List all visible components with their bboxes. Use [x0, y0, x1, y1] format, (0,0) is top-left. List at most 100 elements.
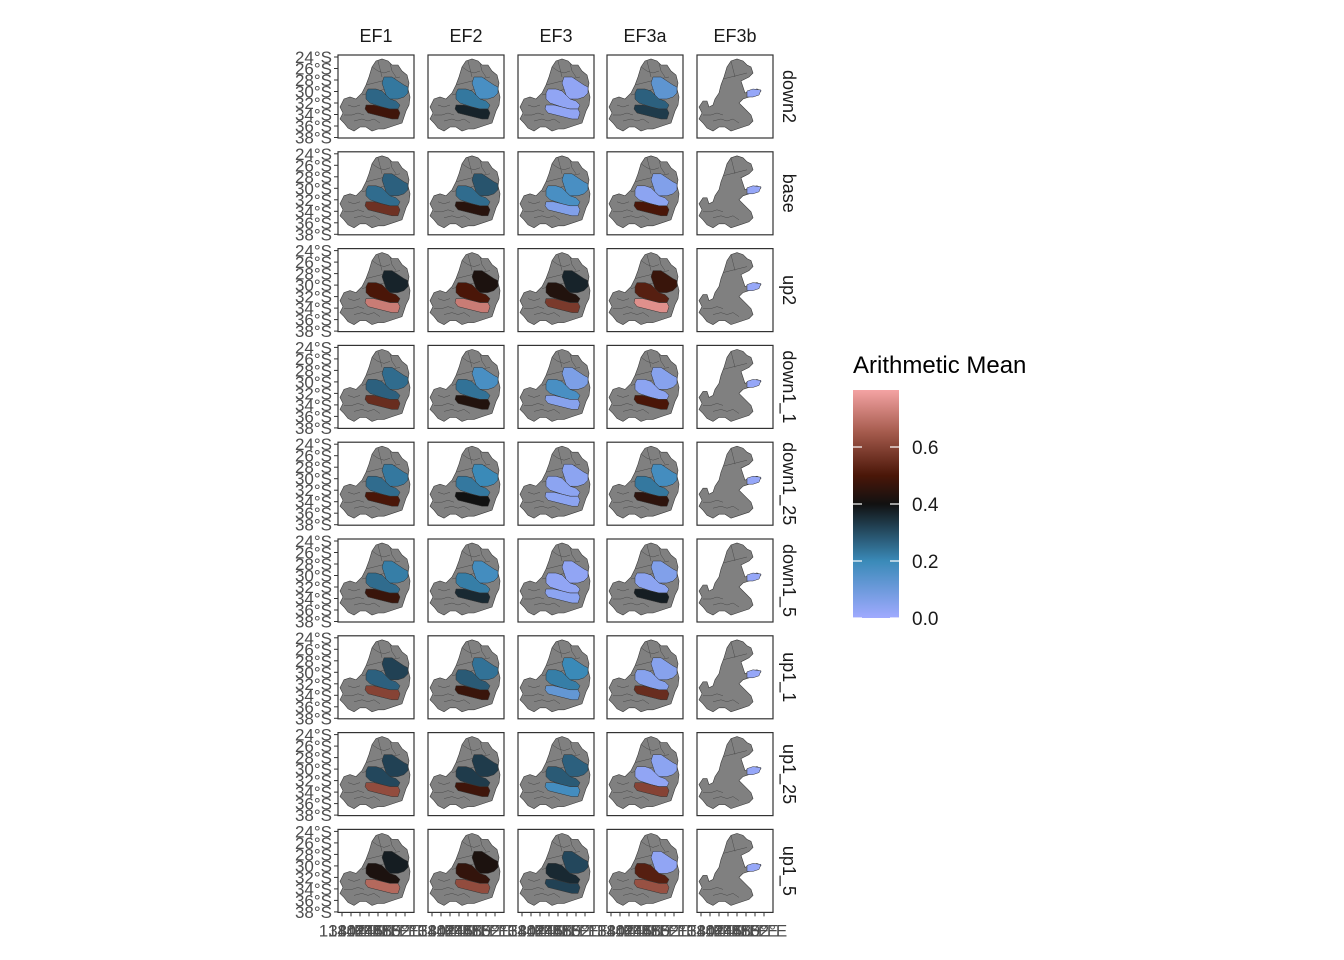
facet-panel: [696, 54, 774, 139]
subcatchment-boundary: [344, 693, 365, 697]
x-tick-label: 148°E: [633, 921, 680, 940]
facet-panel: [517, 635, 595, 720]
subcatchment-boundary: [479, 62, 487, 78]
subcatchment-boundary: [533, 796, 561, 801]
x-tick-label: 148°E: [723, 921, 770, 940]
subcatchment-boundary: [533, 699, 561, 705]
x-tick-label: 138°E: [499, 921, 546, 940]
facet-panel: [517, 248, 595, 333]
subcatchment-boundary: [533, 602, 561, 608]
subcatchment-boundary: [569, 740, 577, 755]
facet-panel: [337, 635, 415, 720]
row-strip-label: up1_25: [778, 744, 799, 804]
row-strip-label: down1_25: [778, 442, 799, 525]
x-tick-label: 146°E: [355, 921, 402, 940]
subcatchment-boundary: [712, 699, 740, 705]
region-south: [364, 201, 401, 217]
subcatchment-boundary: [347, 298, 361, 301]
facet-panel: [606, 441, 684, 526]
subcatchment-boundary: [437, 298, 451, 301]
region-north-east: [471, 851, 499, 874]
subcatchment-boundary: [347, 201, 361, 205]
column-strip-label: EF3b: [713, 26, 756, 46]
y-tick-label: 32°S: [295, 94, 332, 113]
region-north-east: [381, 851, 409, 874]
subcatchment-boundary: [467, 544, 473, 562]
subcatchment-boundary: [437, 588, 451, 592]
y-tick-label: 28°S: [295, 265, 332, 284]
subcatchment-boundary: [347, 588, 361, 592]
subcatchment-boundary: [353, 215, 381, 221]
subcatchment-boundary: [622, 312, 650, 317]
subcatchment-boundary: [389, 643, 397, 658]
subcatchment-boundary: [527, 491, 541, 495]
subcatchment-boundary: [557, 254, 563, 271]
subcatchment-boundary: [389, 353, 397, 368]
region-south: [544, 782, 581, 797]
subcatchment-boundary: [730, 835, 736, 852]
y-tick-label: 36°S: [295, 504, 332, 523]
subcatchment-boundary: [730, 738, 736, 755]
y-tick-label: 32°S: [295, 191, 332, 210]
region-north-east: [381, 367, 409, 390]
legend-title: Arithmetic Mean: [853, 352, 1026, 379]
subcatchment-boundary: [467, 254, 473, 271]
x-tick-label: 150°E: [373, 921, 420, 940]
subcatchment-boundary: [467, 641, 473, 658]
region-north-east: [746, 88, 762, 98]
region-north-east: [650, 76, 678, 100]
region-north-east: [650, 657, 678, 681]
region-south: [544, 104, 581, 120]
subcatchment-boundary: [613, 790, 634, 793]
subcatchment-boundary: [658, 643, 666, 658]
region-south: [364, 588, 401, 604]
subcatchment-boundary: [434, 306, 455, 309]
subcatchment-boundary: [389, 159, 397, 174]
x-tick-label: 138°E: [588, 921, 635, 940]
subcatchment-boundary: [616, 298, 630, 301]
subcatchment-boundary: [703, 693, 724, 697]
y-tick-label: 24°S: [295, 629, 332, 648]
x-tick-label: 144°E: [705, 921, 752, 940]
subcatchment-boundary: [524, 306, 545, 309]
subcatchment-boundary: [377, 351, 383, 368]
subcatchment-boundary: [622, 409, 650, 414]
subcatchment-boundary: [616, 879, 630, 882]
facet-panel: [696, 635, 774, 720]
subcatchment-boundary: [646, 60, 652, 78]
facet-panel: [606, 635, 684, 720]
subcatchment-boundary: [434, 403, 455, 406]
subcatchment-boundary: [479, 837, 487, 852]
y-tick-label: 26°S: [295, 834, 332, 853]
region-south: [364, 782, 401, 797]
subcatchment-boundary: [524, 887, 545, 890]
subcatchment-boundary: [479, 643, 487, 658]
y-tick-label: 36°S: [295, 698, 332, 717]
subcatchment-boundary: [479, 353, 487, 368]
row-strip-label: up1_5: [778, 846, 799, 896]
region-north-east: [471, 270, 499, 293]
subcatchment-boundary: [344, 790, 365, 793]
subcatchment-boundary: [569, 353, 577, 368]
subcatchment-boundary: [434, 790, 455, 793]
subcatchment-boundary: [437, 491, 451, 495]
subcatchment-boundary: [467, 738, 473, 755]
subcatchment-boundary: [703, 596, 724, 600]
region-north-east: [561, 754, 589, 777]
subcatchment-boundary: [524, 693, 545, 697]
x-tick-label: 152°E: [472, 921, 519, 940]
subcatchment-boundary: [730, 448, 736, 465]
facet-panel: [606, 538, 684, 623]
subcatchment-boundary: [524, 112, 545, 116]
y-tick-label: 38°S: [295, 709, 332, 728]
facet-panel: [427, 828, 505, 914]
subcatchment-boundary: [467, 835, 473, 852]
subcatchment-boundary: [344, 887, 365, 890]
subcatchment-boundary: [434, 209, 455, 213]
subcatchment-boundary: [353, 699, 381, 705]
subcatchment-boundary: [616, 395, 630, 398]
subcatchment-boundary: [524, 596, 545, 600]
y-tick-label: 34°S: [295, 493, 332, 512]
subcatchment-boundary: [557, 60, 563, 78]
subcatchment-boundary: [646, 448, 652, 465]
